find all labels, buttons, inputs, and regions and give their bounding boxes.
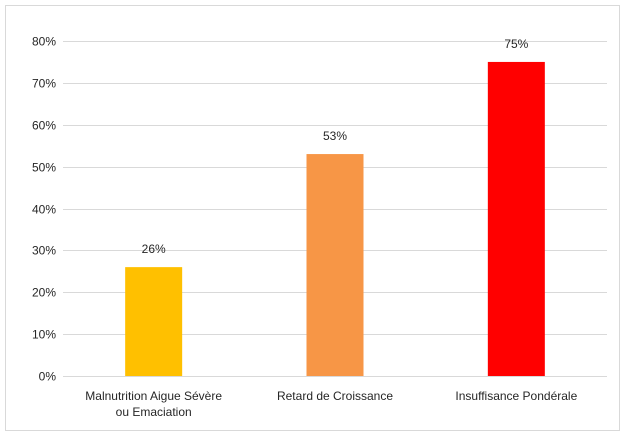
data-label: 75% xyxy=(504,37,528,51)
x-category-label: Insuffisance Pondérale xyxy=(455,389,577,403)
y-tick-label: 0% xyxy=(39,370,57,384)
y-tick-label: 70% xyxy=(32,77,56,91)
y-tick-label: 20% xyxy=(32,286,56,300)
y-axis-tick-labels: 0% 10% 20% 30% 40% 50% 60% 70% 80% xyxy=(32,35,56,384)
bars xyxy=(125,62,545,376)
y-tick-label: 40% xyxy=(32,203,56,217)
x-category-label: Retard de Croissance xyxy=(277,389,393,403)
data-label: 26% xyxy=(142,242,166,256)
y-tick-label: 50% xyxy=(32,161,56,175)
y-tick-label: 80% xyxy=(32,35,56,49)
y-tick-label: 10% xyxy=(32,328,56,342)
x-axis-category-labels: Malnutrition Aigue Sévère ou Emaciation Re… xyxy=(85,389,577,419)
bar xyxy=(488,62,545,376)
data-label: 53% xyxy=(323,129,347,143)
bar xyxy=(307,154,364,376)
x-category-label: Malnutrition Aigue Sévère ou Emaciation xyxy=(85,389,222,419)
y-tick-label: 60% xyxy=(32,119,56,133)
y-tick-label: 30% xyxy=(32,244,56,258)
bar xyxy=(125,267,182,376)
